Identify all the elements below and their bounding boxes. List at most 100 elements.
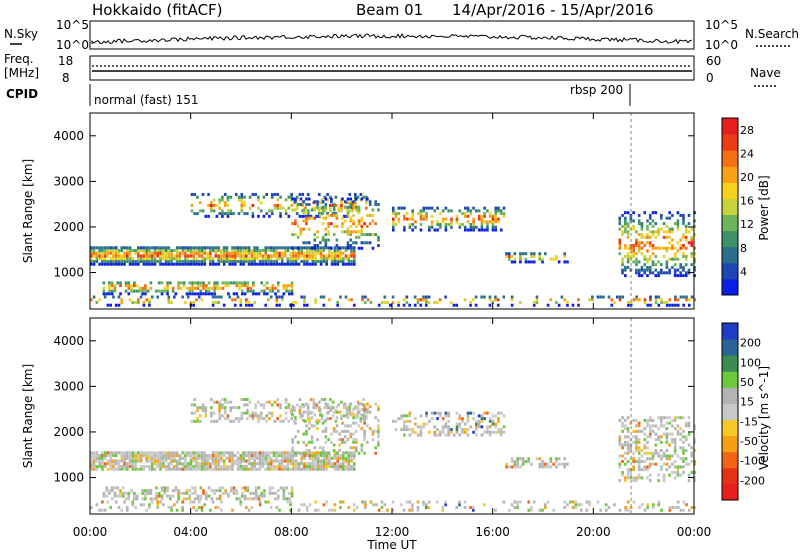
data-cell: [480, 225, 484, 229]
data-cell: [163, 486, 167, 490]
data-cell: [343, 435, 347, 439]
data-cell: [346, 424, 350, 428]
data-cell: [305, 208, 308, 212]
data-cell: [530, 252, 533, 256]
data-cell: [341, 454, 345, 458]
data-cell: [682, 440, 685, 444]
data-cell: [682, 303, 686, 307]
data-cell: [258, 464, 262, 468]
data-cell: [217, 462, 220, 466]
data-cell: [233, 298, 237, 302]
data-cell: [180, 281, 183, 285]
data-cell: [679, 213, 683, 217]
data-cell: [563, 465, 566, 469]
data-cell: [321, 222, 325, 226]
data-cell: [635, 479, 638, 483]
data-cell: [170, 300, 173, 304]
data-cell: [303, 467, 306, 471]
data-cell: [240, 195, 244, 199]
data-cell: [455, 217, 459, 221]
data-cell: [408, 223, 412, 227]
data-cell: [466, 419, 470, 423]
data-cell: [660, 271, 663, 275]
data-cell: [624, 479, 627, 483]
data-cell: [146, 491, 150, 495]
data-cell: [92, 456, 96, 460]
data-cell: [346, 211, 350, 215]
data-cell: [640, 476, 644, 480]
data-cell: [441, 508, 445, 512]
data-cell: [313, 446, 317, 450]
data-cell: [123, 254, 126, 258]
data-cell: [693, 462, 696, 466]
data-cell: [330, 222, 333, 226]
data-cell: [305, 424, 308, 428]
data-cell: [294, 462, 298, 466]
data-cell: [359, 192, 363, 196]
data-cell: [229, 400, 233, 404]
data-cell: [668, 443, 671, 447]
data-cell: [241, 284, 244, 288]
data-cell: [632, 457, 635, 461]
data-cell: [371, 219, 375, 223]
data-cell: [148, 257, 151, 261]
colorbar-swatch: [722, 118, 738, 135]
data-cell: [648, 213, 652, 217]
data-cell: [439, 212, 442, 216]
data-cell: [276, 203, 280, 207]
data-cell: [335, 424, 339, 428]
data-cell: [217, 467, 220, 471]
data-cell: [213, 286, 216, 290]
data-cell: [640, 459, 644, 463]
data-cell: [690, 238, 694, 242]
data-cell: [360, 427, 364, 431]
data-cell: [95, 503, 99, 507]
data-cell: [236, 251, 240, 255]
data-cell: [325, 464, 328, 468]
data-cell: [248, 195, 252, 199]
data-cell: [312, 206, 316, 210]
data-cell: [469, 505, 472, 509]
data-cell: [690, 454, 694, 458]
data-cell: [95, 459, 99, 463]
data-cell: [405, 425, 409, 429]
data-cell: [102, 292, 106, 296]
data-cell: [322, 249, 326, 253]
data-cell: [216, 489, 219, 493]
data-cell: [238, 284, 241, 288]
data-cell: [643, 254, 647, 258]
data-cell: [166, 486, 169, 490]
data-cell: [665, 303, 669, 307]
data-cell: [466, 228, 470, 232]
data-cell: [185, 491, 189, 495]
data-cell: [120, 298, 124, 302]
data-cell: [329, 206, 332, 210]
data-cell: [184, 249, 187, 253]
data-cell: [427, 500, 431, 504]
data-cell: [499, 428, 503, 432]
data-cell: [112, 459, 115, 463]
data-cell: [646, 505, 650, 509]
data-cell: [329, 417, 332, 421]
data-cell: [137, 456, 140, 460]
data-cell: [651, 462, 655, 466]
data-cell: [108, 292, 111, 296]
data-cell: [422, 295, 425, 299]
data-cell: [352, 213, 355, 217]
data-cell: [263, 494, 266, 498]
data-cell: [290, 192, 293, 196]
data-cell: [324, 429, 328, 433]
data-cell: [257, 414, 260, 418]
data-cell: [411, 430, 414, 434]
data-cell: [461, 417, 464, 421]
data-cell: [259, 417, 263, 421]
data-cell: [618, 246, 622, 250]
search-tick-top: 10^5: [705, 18, 738, 32]
data-cell: [231, 246, 234, 250]
data-cell: [676, 454, 680, 458]
data-cell: [336, 462, 339, 466]
data-cell: [228, 456, 232, 460]
data-cell: [671, 470, 674, 474]
data-cell: [317, 464, 320, 468]
